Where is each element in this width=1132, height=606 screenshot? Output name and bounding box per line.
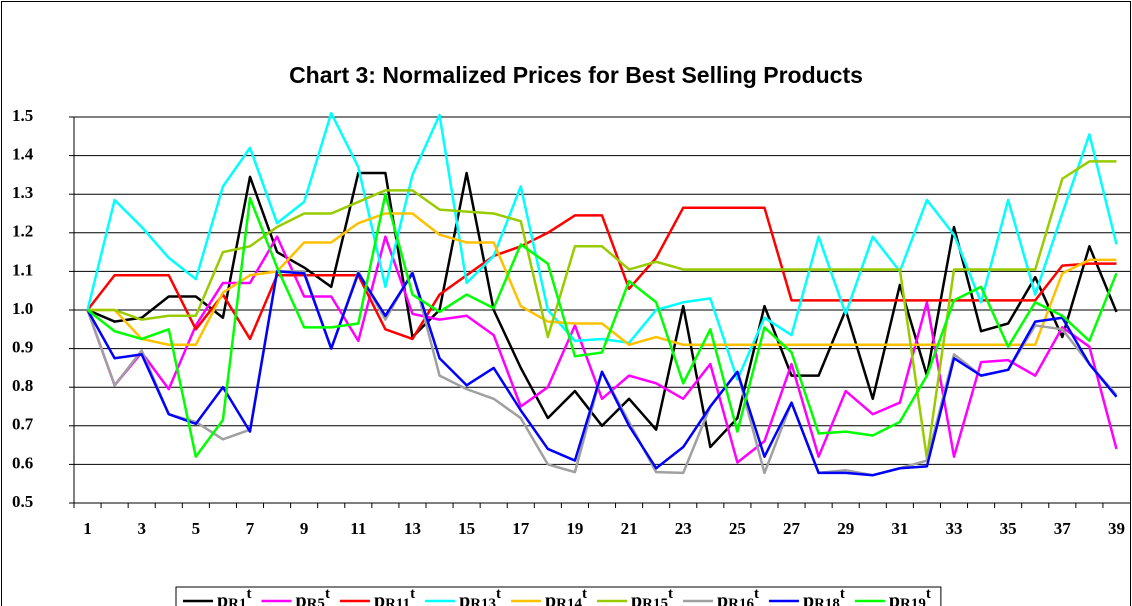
series-line <box>87 160 1117 460</box>
legend-base: p <box>217 590 228 606</box>
x-tick-label: 17 <box>512 519 530 538</box>
series-line <box>86 235 1118 464</box>
x-tick-label: 19 <box>566 519 583 538</box>
x-tick-label: 11 <box>350 519 366 538</box>
x-tick-label: 9 <box>300 519 309 538</box>
legend-sub: R11 <box>385 596 410 606</box>
y-tick-label: 0.7 <box>12 415 34 434</box>
x-tick-label: 33 <box>946 519 963 538</box>
legend-sub: R15 <box>642 596 668 606</box>
legend-sub: R1 <box>228 596 246 606</box>
y-tick-label: 0.5 <box>12 492 33 511</box>
x-tick-label: 5 <box>192 519 201 538</box>
legend-label: pR1t <box>217 586 251 606</box>
y-tick-label: 1.1 <box>12 260 33 279</box>
legend-base: p <box>717 590 728 606</box>
x-tick-label: 27 <box>783 519 801 538</box>
chart-title: Chart 3: Normalized Prices for Best Sell… <box>289 62 863 88</box>
y-tick-label: 1.0 <box>12 299 33 318</box>
x-tick-label: 3 <box>137 519 146 538</box>
y-tick-label: 1.2 <box>12 222 33 241</box>
x-tick-label: 31 <box>891 519 908 538</box>
legend-label: pR5t <box>295 586 329 606</box>
legend-label: pR15t <box>631 586 673 606</box>
legend-label: pR18t <box>803 586 845 606</box>
series-line <box>87 171 1118 449</box>
legend-base: p <box>374 590 385 606</box>
legend-sub: R14 <box>556 596 582 606</box>
x-tick-label: 1 <box>83 519 92 538</box>
series-line <box>86 192 1118 458</box>
x-tick-label: 23 <box>675 519 692 538</box>
legend-base: p <box>459 590 470 606</box>
legend-sup: t <box>840 586 845 602</box>
legend-base: p <box>889 590 900 606</box>
legend-label: pR11t <box>374 586 415 606</box>
legend-sub: R19 <box>900 596 926 606</box>
legend-sup: t <box>582 586 587 602</box>
x-tick-label: 13 <box>404 519 421 538</box>
legend-sub: R16 <box>728 596 754 606</box>
y-tick-label: 1.5 <box>12 106 33 125</box>
legend-sup: t <box>754 586 759 602</box>
legend-sub: R18 <box>814 596 840 606</box>
y-tick-label: 0.9 <box>12 338 33 357</box>
legend-base: p <box>631 590 642 606</box>
x-tick-label: 35 <box>1000 519 1017 538</box>
y-tick-label: 1.3 <box>12 183 33 202</box>
x-tick-label: 39 <box>1108 519 1125 538</box>
series-line <box>86 270 1118 477</box>
legend-label: pR14t <box>545 586 587 606</box>
x-tick-label: 21 <box>621 519 638 538</box>
series-line <box>86 206 1117 341</box>
legend-sup: t <box>325 586 330 602</box>
series-line <box>86 111 1118 381</box>
x-tick-label: 7 <box>246 519 255 538</box>
x-tick-label: 37 <box>1054 519 1072 538</box>
legend-base: p <box>545 590 556 606</box>
y-tick-label: 1.4 <box>12 145 34 164</box>
legend-label: pR13t <box>459 586 501 606</box>
legend-label: pR19t <box>889 586 931 606</box>
legend-sup: t <box>496 586 501 602</box>
legend-base: p <box>803 590 814 606</box>
legend-sup: t <box>410 586 415 602</box>
x-tick-label: 25 <box>729 519 746 538</box>
series-line <box>87 212 1117 346</box>
legend-sup: t <box>668 586 673 602</box>
y-tick-label: 0.6 <box>12 453 33 472</box>
legend-sup: t <box>246 586 251 602</box>
legend-sub: R13 <box>470 596 496 606</box>
x-tick-label: 15 <box>458 519 475 538</box>
x-tick-label: 29 <box>837 519 854 538</box>
legend-sub: R5 <box>307 596 325 606</box>
legend-sup: t <box>926 586 931 602</box>
legend-base: p <box>295 590 306 606</box>
legend-label: pR16t <box>717 586 759 606</box>
y-tick-label: 0.8 <box>12 376 33 395</box>
